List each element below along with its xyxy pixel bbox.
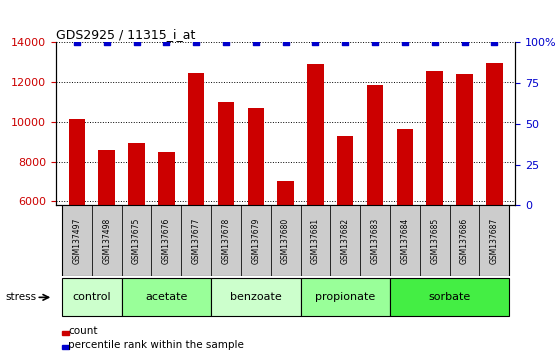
Point — [430, 40, 439, 45]
Bar — [62, 345, 69, 349]
Bar — [456, 74, 473, 205]
FancyBboxPatch shape — [62, 278, 122, 316]
Text: GSM137498: GSM137498 — [102, 218, 111, 264]
FancyBboxPatch shape — [330, 205, 360, 276]
FancyBboxPatch shape — [122, 205, 151, 276]
FancyBboxPatch shape — [390, 205, 420, 276]
Text: benzoate: benzoate — [230, 292, 282, 302]
FancyBboxPatch shape — [270, 205, 301, 276]
FancyBboxPatch shape — [151, 205, 181, 276]
Bar — [69, 119, 85, 205]
Point — [102, 40, 111, 45]
FancyBboxPatch shape — [420, 205, 450, 276]
Text: GSM137678: GSM137678 — [221, 218, 231, 264]
Text: control: control — [72, 292, 111, 302]
Text: GSM137684: GSM137684 — [400, 218, 409, 264]
Bar — [99, 150, 115, 205]
Text: GSM137680: GSM137680 — [281, 218, 290, 264]
Text: GSM137679: GSM137679 — [251, 217, 260, 264]
Bar — [248, 108, 264, 205]
Bar — [367, 85, 383, 205]
Text: GSM137676: GSM137676 — [162, 217, 171, 264]
Text: percentile rank within the sample: percentile rank within the sample — [68, 340, 244, 350]
Point — [192, 40, 200, 45]
Bar — [486, 63, 502, 205]
Bar — [307, 64, 324, 205]
Point — [72, 40, 81, 45]
Bar — [158, 152, 175, 205]
Text: count: count — [68, 326, 98, 336]
FancyBboxPatch shape — [390, 278, 509, 316]
FancyBboxPatch shape — [301, 278, 390, 316]
Point — [371, 40, 380, 45]
Bar — [62, 331, 69, 335]
Text: GSM137685: GSM137685 — [430, 218, 439, 264]
FancyBboxPatch shape — [62, 205, 92, 276]
Text: GSM137497: GSM137497 — [72, 217, 81, 264]
Text: GDS2925 / 11315_i_at: GDS2925 / 11315_i_at — [56, 28, 195, 41]
Text: GSM137687: GSM137687 — [490, 218, 499, 264]
FancyBboxPatch shape — [211, 278, 301, 316]
Bar — [427, 71, 443, 205]
FancyBboxPatch shape — [211, 205, 241, 276]
Bar — [128, 143, 144, 205]
FancyBboxPatch shape — [479, 205, 509, 276]
FancyBboxPatch shape — [301, 205, 330, 276]
FancyBboxPatch shape — [360, 205, 390, 276]
Text: GSM137683: GSM137683 — [371, 218, 380, 264]
Point — [281, 40, 290, 45]
Point — [162, 40, 171, 45]
Text: GSM137677: GSM137677 — [192, 217, 200, 264]
Bar — [396, 129, 413, 205]
Text: GSM137681: GSM137681 — [311, 218, 320, 264]
Text: propionate: propionate — [315, 292, 375, 302]
Point — [340, 40, 349, 45]
Point — [132, 40, 141, 45]
Bar — [188, 73, 204, 205]
FancyBboxPatch shape — [92, 205, 122, 276]
FancyBboxPatch shape — [122, 278, 211, 316]
Text: stress: stress — [6, 292, 37, 302]
FancyBboxPatch shape — [241, 205, 270, 276]
Text: GSM137675: GSM137675 — [132, 217, 141, 264]
FancyBboxPatch shape — [181, 205, 211, 276]
Point — [490, 40, 499, 45]
Text: GSM137682: GSM137682 — [340, 218, 350, 264]
Point — [311, 40, 320, 45]
Text: acetate: acetate — [145, 292, 188, 302]
Text: sorbate: sorbate — [428, 292, 471, 302]
Point — [460, 40, 469, 45]
Point — [400, 40, 409, 45]
Bar — [337, 136, 353, 205]
Bar — [218, 102, 234, 205]
Point — [251, 40, 260, 45]
Point — [222, 40, 231, 45]
Bar — [277, 182, 294, 205]
Text: GSM137686: GSM137686 — [460, 218, 469, 264]
FancyBboxPatch shape — [450, 205, 479, 276]
